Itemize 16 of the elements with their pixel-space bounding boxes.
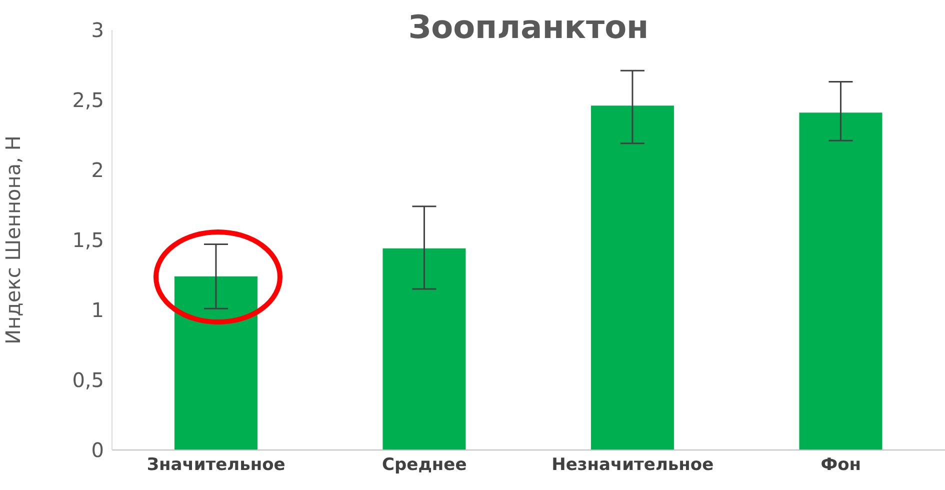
y-tick-label: 3: [91, 18, 104, 42]
x-tick-label: Незначительное: [552, 455, 714, 476]
bar: [799, 112, 882, 450]
bar: [590, 106, 674, 450]
y-tick-label: 0,5: [72, 368, 104, 392]
x-tick-label: Среднее: [382, 455, 467, 476]
y-tick-label: 2: [91, 158, 104, 182]
x-tick-label: Фон: [820, 455, 862, 476]
y-tick-label: 0: [91, 438, 104, 462]
y-tick-label: 2,5: [72, 88, 104, 112]
chart-title: Зоопланктон: [407, 8, 650, 46]
y-tick-label: 1: [91, 298, 104, 322]
y-tick-label: 1,5: [72, 228, 104, 252]
x-tick-label: Значительное: [146, 455, 286, 476]
bar: [382, 248, 466, 450]
y-axis-title: Индекс Шеннона, H: [1, 136, 26, 344]
